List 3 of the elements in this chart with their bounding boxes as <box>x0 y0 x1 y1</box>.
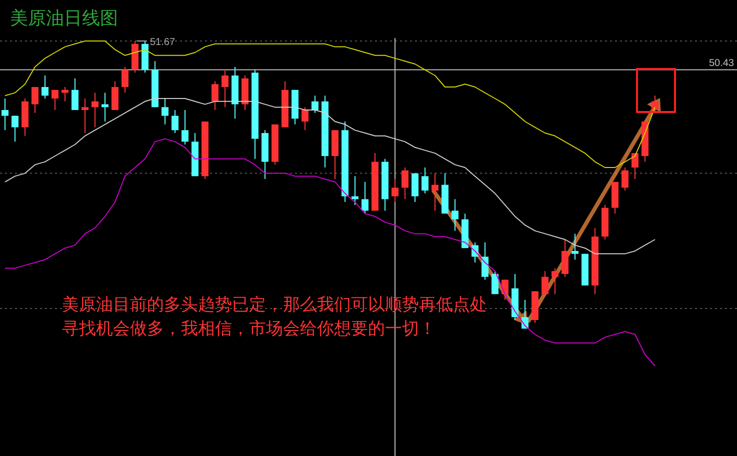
text: 50.43 <box>708 58 734 69</box>
annotation: 51.67 <box>150 37 176 48</box>
chart-title: 美原油日线图 <box>10 8 118 28</box>
